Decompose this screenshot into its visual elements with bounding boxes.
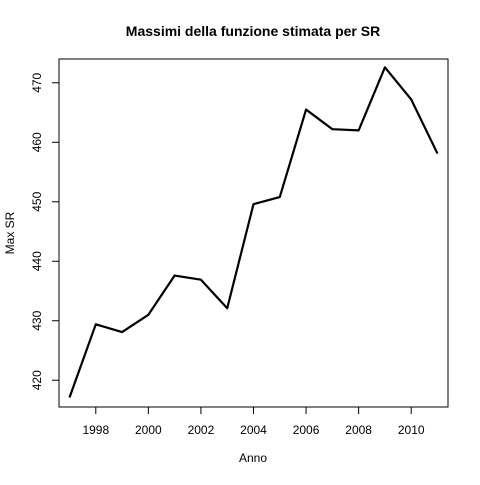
x-tick-label: 2000 xyxy=(135,423,162,437)
x-axis: 1998 2000 2002 2004 2006 2008 2010 xyxy=(82,407,425,437)
x-tick-label: 2008 xyxy=(345,423,372,437)
series-line xyxy=(68,66,439,398)
y-tick-label: 440 xyxy=(30,251,44,271)
x-axis-label: Anno xyxy=(239,451,267,465)
y-axis-label: Max SR xyxy=(3,211,17,254)
x-tick-label: 2010 xyxy=(398,423,425,437)
y-axis: 420 430 440 450 460 470 xyxy=(30,72,59,390)
x-tick-label: 1998 xyxy=(82,423,109,437)
y-tick-label: 450 xyxy=(30,191,44,211)
y-tick-label: 430 xyxy=(30,310,44,330)
x-tick-label: 2004 xyxy=(240,423,267,437)
x-tick-label: 2002 xyxy=(188,423,215,437)
y-tick-label: 420 xyxy=(30,370,44,390)
plot-frame xyxy=(58,58,449,408)
y-tick-label: 460 xyxy=(30,132,44,152)
y-tick-label: 470 xyxy=(30,72,44,92)
x-tick-label: 2006 xyxy=(293,423,320,437)
chart-title: Massimi della funzione stimata per SR xyxy=(126,23,380,39)
